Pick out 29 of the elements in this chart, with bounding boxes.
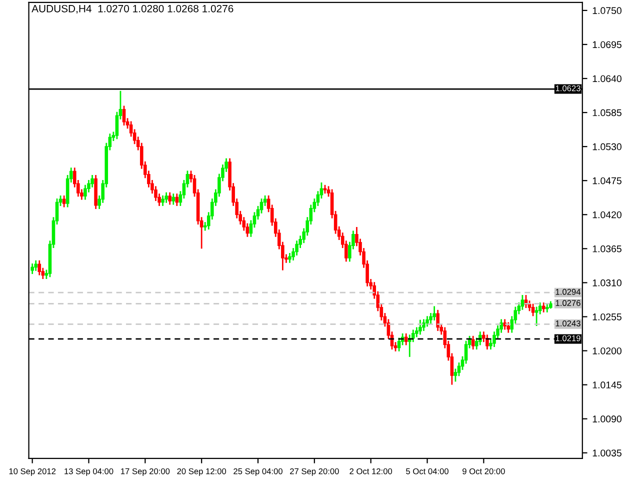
x-tick-label: 20 Sep 12:00: [177, 468, 226, 476]
x-tick-label: 17 Sep 20:00: [121, 468, 170, 476]
y-tick-label: 1.0750: [592, 7, 622, 14]
y-tick-label: 1.0090: [592, 416, 622, 422]
y-tick-label: 1.0420: [592, 211, 622, 218]
ref-line-label: 1.0243: [556, 320, 580, 326]
y-tick-label: 1.0695: [592, 41, 622, 48]
y-tick-label: 1.0310: [592, 279, 622, 286]
x-tick-label: 2 Oct 12:00: [350, 468, 392, 474]
y-tick-label: 1.0145: [592, 382, 622, 388]
y-tick-label: 1.0200: [592, 347, 622, 354]
ref-line-label: 1.0623: [556, 85, 580, 92]
y-tick-label: 1.0035: [592, 450, 622, 456]
ref-line-label: 1.0276: [556, 300, 580, 306]
y-tick-label: 1.0475: [592, 177, 622, 184]
y-tick-label: 1.0365: [592, 245, 622, 252]
x-tick-label: 5 Oct 04:00: [406, 468, 448, 474]
x-tick-label: 10 Sep 2012: [9, 468, 56, 476]
y-tick-label: 1.0255: [592, 313, 622, 320]
ref-line-label: 1.0294: [556, 288, 580, 295]
x-tick-label: 25 Sep 04:00: [234, 468, 282, 476]
x-tick-label: 27 Sep 20:00: [290, 468, 339, 476]
y-tick-label: 1.0530: [592, 143, 622, 150]
ref-line-label: 1.0219: [556, 335, 580, 342]
y-tick-label: 1.0585: [592, 109, 622, 116]
chart-title: AUDUSD,H4 1.0270 1.0280 1.0268 1.0276: [32, 4, 234, 14]
x-tick-label: 9 Oct 20:00: [462, 468, 505, 474]
y-tick-label: 1.0640: [592, 75, 622, 82]
x-tick-label: 13 Sep 04:00: [64, 468, 114, 476]
